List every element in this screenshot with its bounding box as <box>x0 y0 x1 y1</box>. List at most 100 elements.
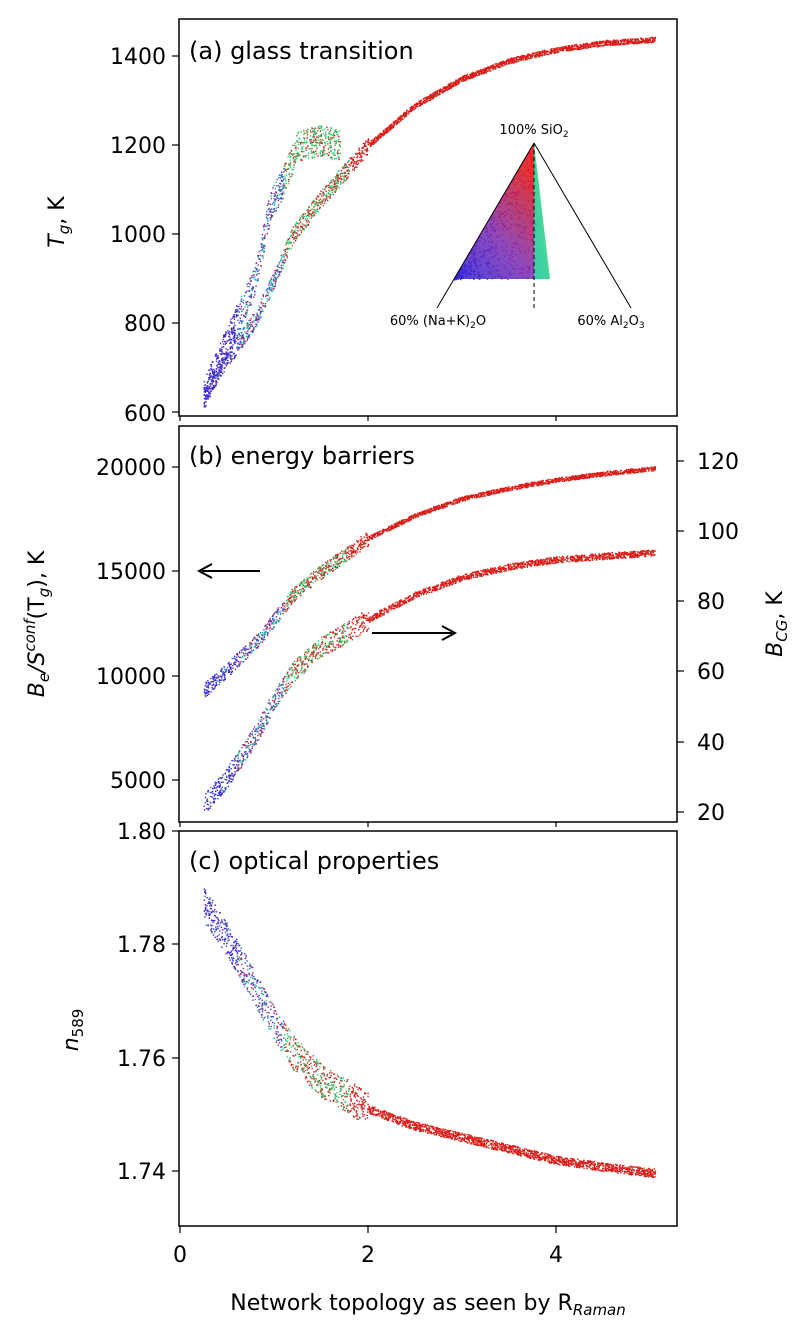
y-tick-label: 1400 <box>110 45 166 70</box>
data-point <box>514 57 517 59</box>
data-point <box>459 78 461 80</box>
data-point <box>458 82 460 84</box>
data-point <box>304 155 306 157</box>
data-point <box>268 207 270 210</box>
data-point <box>284 252 286 255</box>
data-point <box>280 259 282 262</box>
data-point <box>303 151 305 153</box>
data-point <box>605 43 607 45</box>
data-point <box>548 52 551 54</box>
data-point <box>253 270 255 272</box>
data-point <box>320 135 322 137</box>
data-point <box>611 43 613 45</box>
data-point <box>261 298 263 300</box>
data-point <box>219 368 221 370</box>
data-point <box>496 64 498 66</box>
data-point <box>637 38 639 40</box>
data-point <box>527 55 529 58</box>
data-point <box>332 179 334 181</box>
data-point <box>292 168 295 171</box>
data-point <box>223 666 226 668</box>
data-point <box>301 158 303 160</box>
data-point <box>232 315 234 318</box>
data-point <box>300 221 302 223</box>
data-point <box>401 116 403 119</box>
data-point <box>273 204 275 206</box>
data-point <box>275 278 277 281</box>
data-point <box>403 113 405 116</box>
data-point <box>403 116 406 119</box>
data-point <box>272 275 275 277</box>
data-point <box>285 179 287 182</box>
data-point <box>318 135 320 138</box>
data-point <box>278 189 280 191</box>
data-point <box>302 216 304 218</box>
data-point <box>231 671 233 674</box>
data-point <box>302 584 304 587</box>
data-point <box>331 138 333 140</box>
data-point <box>374 139 376 141</box>
data-point <box>400 117 403 120</box>
data-point <box>644 468 647 471</box>
data-point <box>322 129 324 131</box>
data-point <box>264 236 266 238</box>
data-point <box>326 141 328 143</box>
data-point <box>296 139 298 142</box>
data-point <box>260 316 262 318</box>
data-point <box>332 189 334 191</box>
data-point <box>224 357 226 359</box>
data-point <box>408 110 410 112</box>
data-point <box>621 473 623 475</box>
data-point <box>265 289 268 292</box>
data-point <box>427 96 430 98</box>
data-point <box>315 153 318 155</box>
data-point <box>308 206 310 208</box>
data-point <box>335 187 337 189</box>
data-point <box>281 256 283 258</box>
data-point <box>295 155 297 158</box>
data-point <box>244 313 247 315</box>
data-point <box>234 337 236 339</box>
data-point <box>242 336 244 338</box>
data-point <box>341 166 344 169</box>
data-point <box>245 292 247 294</box>
data-point <box>416 105 418 107</box>
data-point <box>257 278 259 280</box>
data-point <box>444 505 446 507</box>
data-point <box>396 521 398 524</box>
data-point <box>502 60 504 62</box>
data-point <box>628 39 630 42</box>
data-point <box>612 42 614 44</box>
data-point <box>261 303 263 305</box>
data-point <box>313 577 315 579</box>
data-point <box>433 96 435 99</box>
data-point <box>224 352 226 355</box>
data-point <box>489 67 491 69</box>
data-point <box>376 139 378 142</box>
data-point <box>340 172 343 174</box>
data-point <box>552 51 555 53</box>
data-point <box>596 41 598 43</box>
data-point <box>269 218 272 221</box>
data-point <box>399 116 402 118</box>
data-point <box>366 147 369 149</box>
data-point <box>424 101 427 103</box>
data-point <box>319 142 322 144</box>
data-point <box>240 308 242 310</box>
data-point <box>504 488 506 490</box>
data-point <box>223 362 225 364</box>
data-point <box>272 290 274 292</box>
y-tick-label: 1200 <box>110 134 166 159</box>
data-point <box>359 551 361 553</box>
data-point <box>297 151 299 154</box>
data-point <box>323 149 326 152</box>
data-point <box>351 158 353 160</box>
data-point <box>246 327 248 329</box>
data-point <box>613 44 615 46</box>
data-point <box>314 131 316 133</box>
data-point <box>321 577 324 580</box>
data-point <box>204 389 206 392</box>
data-point <box>367 543 370 546</box>
data-point <box>462 77 464 80</box>
data-point <box>267 222 269 225</box>
